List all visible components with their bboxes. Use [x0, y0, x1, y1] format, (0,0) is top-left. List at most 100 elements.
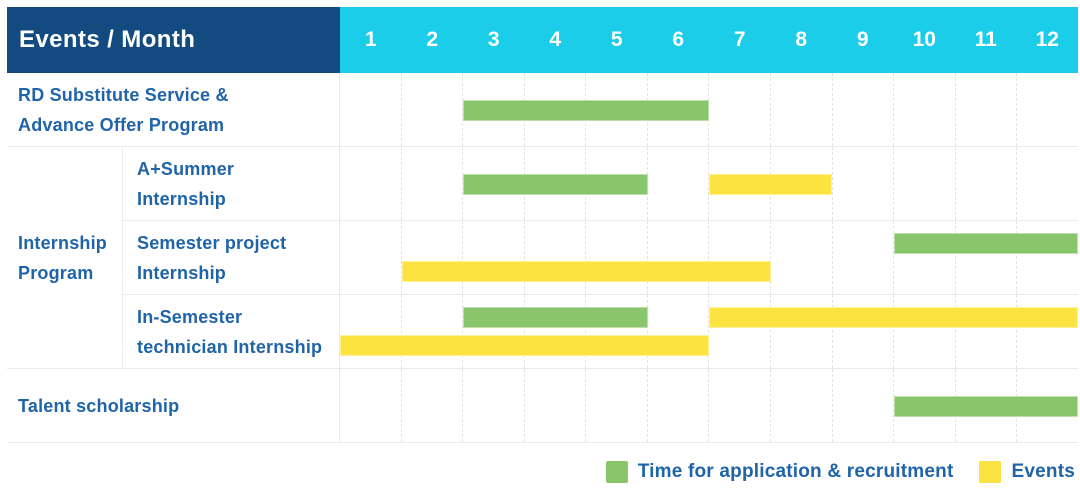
month-gridline [585, 369, 647, 442]
events-month-header: Events / Month [7, 7, 340, 73]
month-gridline [893, 73, 955, 146]
chart-cell [340, 221, 1078, 294]
month-gridline [954, 147, 1017, 220]
row-label-line: RD Substitute Service & [18, 84, 229, 105]
month-label: 9 [856, 28, 869, 51]
month-gridline [708, 221, 770, 294]
row-label: Talent scholarship [7, 369, 340, 442]
month-gridline [954, 221, 1017, 294]
chart-cell [340, 369, 1078, 442]
month-header: 1 2 3 4 5 6 7 8 9 10 11 12 [340, 7, 1078, 73]
month-gridline [340, 147, 401, 220]
month-grid [340, 221, 1078, 294]
legend: Time for application & recruitment Events [605, 461, 1075, 483]
month-gridline [400, 369, 463, 442]
month-gridline [770, 221, 832, 294]
row-label-line: Internship [137, 262, 227, 283]
application-bar [463, 307, 648, 328]
event-bar [709, 307, 1078, 328]
application-bar [893, 396, 1078, 417]
month-gridline [400, 221, 463, 294]
month-gridline [831, 73, 894, 146]
row-label: Semester project Internship [123, 221, 340, 294]
row-label: RD Substitute Service & Advance Offer Pro… [7, 73, 340, 146]
table-header-row: Events / Month 1 2 3 4 5 6 7 8 9 10 11 12 [7, 7, 1078, 73]
month-label: 8 [795, 28, 808, 51]
month-gridline [340, 369, 401, 442]
event-bar [401, 261, 771, 282]
month-gridline [523, 295, 586, 368]
row-label-line: Talent scholarship [18, 395, 180, 416]
month-gridline [523, 221, 586, 294]
month-gridline [646, 295, 709, 368]
application-bar [893, 233, 1078, 254]
month-label: 1 [364, 28, 377, 51]
gantt-body: RD Substitute Service & Advance Offer Pro… [7, 73, 1078, 443]
event-row: Talent scholarship [7, 369, 1078, 443]
month-gridline [340, 295, 401, 368]
row-label-line: A+Summer [137, 158, 235, 179]
month-gridline [462, 221, 524, 294]
month-label: 11 [974, 28, 997, 51]
month-gridline [831, 369, 894, 442]
row-label: In-Semester technician Internship [123, 295, 340, 368]
month-gridline [893, 295, 955, 368]
month-label: 12 [1035, 28, 1059, 51]
row-label-line: technician Internship [137, 336, 323, 357]
event-row: RD Substitute Service & Advance Offer Pro… [7, 73, 1078, 147]
gantt-table: Events / Month 1 2 3 4 5 6 7 8 9 10 11 12 RD Substi… [7, 7, 1078, 443]
event-row: A+Summer Internship [123, 147, 1078, 221]
application-bar [463, 100, 709, 121]
month-gridline [1016, 147, 1078, 220]
row-label-line: Advance Offer Program [18, 114, 225, 135]
month-gridline [954, 295, 1017, 368]
month-gridline [585, 295, 647, 368]
month-label: 5 [610, 28, 623, 51]
month-gridline [770, 295, 832, 368]
month-gridline [1016, 221, 1078, 294]
month-gridline [770, 369, 832, 442]
month-gridline [646, 369, 709, 442]
legend-swatch-event-icon [979, 461, 1002, 483]
event-row: In-Semester technician Internship [123, 295, 1078, 369]
legend-label: Time for application & recruitment [637, 461, 954, 482]
row-label-line: Internship [137, 188, 227, 209]
month-gridline [708, 295, 770, 368]
month-gridline [340, 221, 401, 294]
month-label: 7 [733, 28, 746, 51]
row-label: A+Summer Internship [123, 147, 340, 220]
month-grid [340, 295, 1078, 368]
month-label: 2 [426, 28, 439, 51]
group-sub-rows: A+Summer Internship Semester project Intern… [123, 147, 1078, 369]
month-gridline [831, 221, 894, 294]
month-gridline [893, 221, 955, 294]
event-row: Semester project Internship [123, 221, 1078, 295]
month-gridline [646, 147, 709, 220]
legend-item: Time for application & recruitment [605, 461, 954, 483]
legend-label: Events [1011, 461, 1075, 482]
month-gridline [708, 147, 770, 220]
month-gridline [770, 73, 832, 146]
month-gridline [523, 369, 586, 442]
month-gridline [646, 221, 709, 294]
month-label: 4 [549, 28, 562, 51]
month-gridline [462, 369, 524, 442]
group-label: Internship Program [7, 147, 123, 369]
month-gridline [831, 147, 894, 220]
month-gridline [893, 147, 955, 220]
row-label-line: In-Semester [137, 306, 243, 327]
event-bar [340, 335, 709, 356]
month-gridline [462, 73, 524, 146]
row-label-line: Internship [18, 232, 108, 253]
row-label-line: Semester project [137, 232, 287, 253]
month-label: 3 [487, 28, 500, 51]
legend-swatch-application-icon [605, 461, 628, 483]
month-label: 10 [912, 28, 936, 51]
chart-cell [340, 295, 1078, 368]
month-gridline [1016, 73, 1078, 146]
month-gridline [1016, 295, 1078, 368]
month-gridline [462, 147, 524, 220]
month-gridline [400, 73, 463, 146]
month-gridline [954, 73, 1017, 146]
